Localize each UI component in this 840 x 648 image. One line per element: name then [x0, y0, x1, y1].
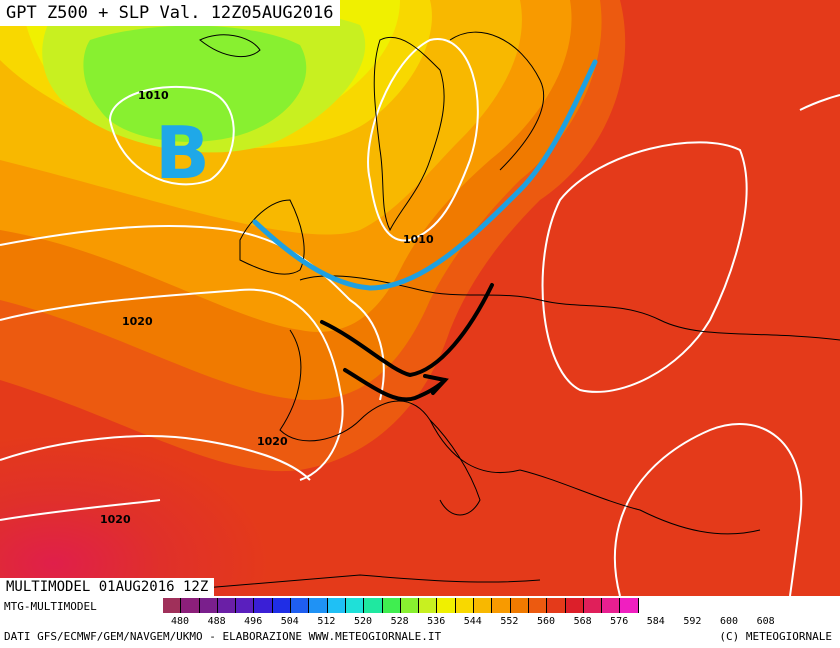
color-scale-tick: 480	[170, 616, 190, 627]
coastlines	[179, 31, 840, 591]
color-swatch	[327, 598, 346, 613]
map-title: GPT Z500 + SLP Val. 12Z05AUG2016	[0, 0, 340, 26]
color-scale-tick: 536	[427, 616, 446, 627]
color-swatch	[474, 598, 493, 613]
color-swatch	[309, 598, 328, 613]
color-swatch	[419, 598, 438, 613]
coast-finland	[449, 31, 545, 171]
color-swatch	[437, 598, 456, 613]
copyright-label: (C) METEOGIORNALE	[719, 630, 832, 643]
low-pressure-marker: B	[155, 111, 210, 195]
color-swatch	[492, 598, 511, 613]
color-swatch	[345, 598, 365, 613]
isobar-label: 1020	[257, 435, 288, 448]
color-scale-tick: 496	[244, 616, 263, 627]
color-scale-tick: 504	[280, 616, 299, 627]
color-swatch	[236, 598, 255, 613]
isobar-1015-se	[613, 423, 803, 596]
isobar-ne	[799, 94, 840, 111]
flow-arrow-north	[320, 283, 494, 378]
color-scale-tick: 528	[390, 616, 409, 627]
isobar-1020-c	[0, 499, 161, 521]
isobar-labels: 1010 1010 1020 1020 1020 1020	[100, 89, 434, 526]
color-swatch	[181, 598, 200, 613]
color-swatch	[455, 598, 475, 613]
color-scale-tick: 488	[207, 616, 226, 627]
color-swatch	[272, 598, 292, 613]
color-swatch	[291, 598, 310, 613]
color-scale-tick: 552	[500, 616, 519, 627]
color-scale-tick: 600	[719, 616, 739, 627]
jet-stream-front	[252, 59, 598, 291]
color-swatch	[565, 598, 584, 613]
coast-north-europe	[299, 275, 840, 341]
color-scale-tick: 584	[646, 616, 665, 627]
color-scale-bar	[163, 598, 639, 613]
data-source-credit: DATI GFS/ECMWF/GEM/NAVGEM/UKMO - ELABORA…	[4, 630, 442, 643]
coast-west-europe	[279, 329, 521, 474]
color-scale-tick: 560	[536, 616, 556, 627]
color-scale-tick: 544	[463, 616, 482, 627]
legend-caption: MTG-MULTIMODEL	[4, 600, 97, 613]
map-canvas: B 1010 1010 1020 1020 1020 1020	[0, 0, 840, 596]
isobar-1015-east	[541, 141, 748, 393]
field-band-528	[83, 25, 307, 142]
color-scale-tick: 512	[317, 616, 336, 627]
color-swatch	[602, 598, 621, 613]
color-swatch	[620, 598, 639, 613]
weather-map: B 1010 1010 1020 1020 1020 1020	[0, 0, 840, 596]
coast-scandinavia	[373, 36, 445, 232]
color-scale-tick: 608	[756, 616, 775, 627]
color-swatch	[217, 598, 237, 613]
isobar-label: 1020	[100, 513, 131, 526]
color-swatch	[254, 598, 273, 613]
coast-italy	[429, 419, 481, 516]
color-swatch	[510, 598, 529, 613]
flow-arrows	[320, 283, 494, 402]
color-scale-tick: 576	[610, 616, 629, 627]
field-band-600	[0, 380, 360, 596]
isobar-label: 1020	[122, 315, 153, 328]
isobar-label: 1010	[138, 89, 169, 102]
coast-britain	[239, 199, 305, 275]
color-swatch	[382, 598, 401, 613]
color-scale-tick: 568	[573, 616, 592, 627]
color-swatch	[547, 598, 566, 613]
isobar-label: 1010	[403, 233, 434, 246]
coast-balkans	[519, 469, 761, 535]
isobar-1010-low	[108, 85, 235, 186]
coast-africa	[179, 574, 541, 591]
flow-arrow-head	[423, 374, 449, 395]
color-swatch	[583, 598, 603, 613]
color-swatch	[163, 598, 182, 613]
color-swatch	[400, 598, 420, 613]
isobar-1010-scand	[367, 38, 479, 242]
color-swatch	[364, 598, 383, 613]
coast-iceland	[199, 34, 261, 58]
color-swatch	[199, 598, 218, 613]
color-scale-tick: 520	[353, 616, 373, 627]
run-label: MULTIMODEL 01AUG2016 12Z	[0, 578, 215, 596]
isobar-1020-b	[0, 435, 311, 481]
color-scale-tick: 592	[683, 616, 702, 627]
color-swatch	[528, 598, 548, 613]
